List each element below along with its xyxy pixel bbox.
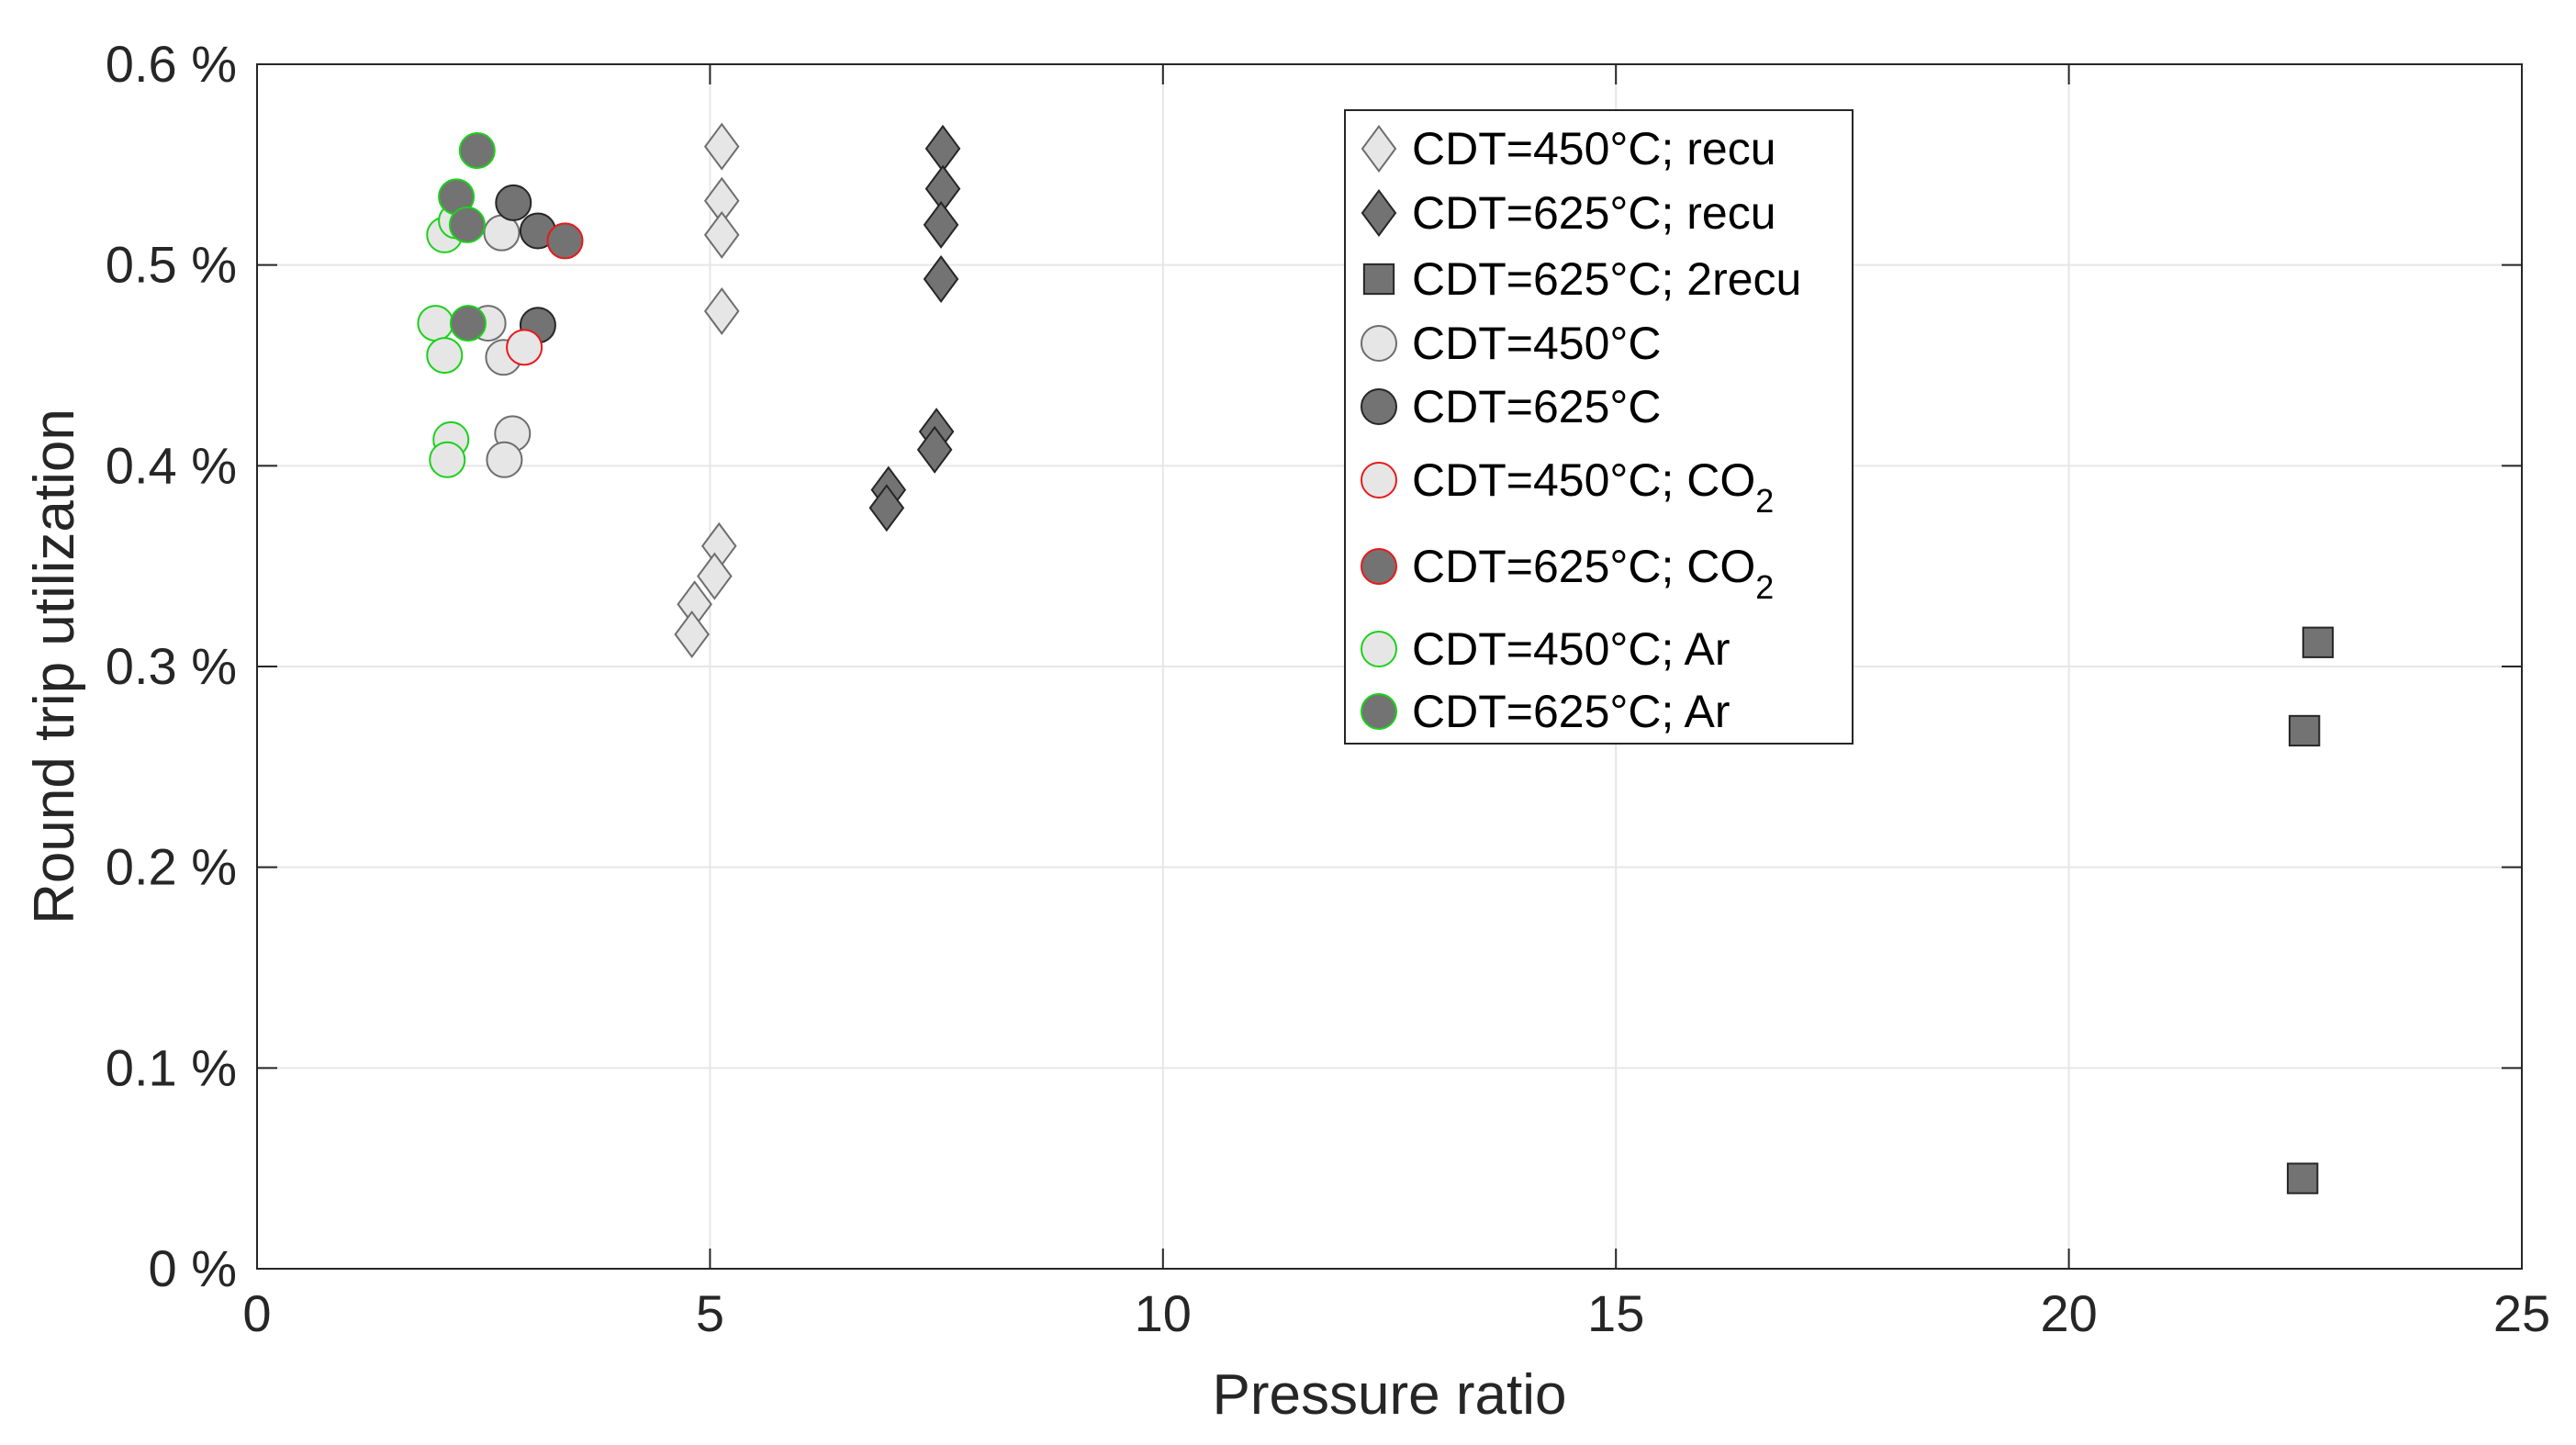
circle-point — [506, 329, 543, 366]
legend-marker — [1361, 548, 1397, 585]
legend-marker — [1361, 462, 1397, 498]
circle-point — [546, 222, 584, 260]
circle-point — [458, 132, 496, 170]
diamond-point — [674, 610, 710, 659]
series-7 — [417, 202, 476, 478]
circle-point — [448, 206, 486, 243]
diamond-point — [703, 210, 740, 259]
legend-label: CDT=625°C; Ar — [1412, 686, 1730, 737]
y-tick-label: 0.5 % — [106, 236, 237, 294]
diamond-point — [916, 425, 953, 474]
axis-labels: Pressure ratio Round trip utilization — [23, 409, 1566, 1427]
square-point — [2287, 1162, 2319, 1194]
legend-marker — [1362, 263, 1395, 296]
legend-marker — [1361, 388, 1397, 425]
x-axis-label: Pressure ratio — [1213, 1363, 1567, 1427]
circle-point — [426, 337, 464, 375]
series-2 — [2287, 626, 2335, 1194]
circle-point — [449, 305, 487, 342]
legend-box — [1344, 109, 1854, 745]
series-0 — [674, 122, 740, 659]
legend-label: CDT=450°C — [1412, 318, 1661, 369]
series-6 — [546, 222, 584, 260]
x-tick-label: 25 — [2493, 1284, 2550, 1342]
legend-marker — [1361, 693, 1397, 730]
x-tick-label: 20 — [2040, 1284, 2097, 1342]
legend-label: CDT=625°C; CO2 — [1412, 541, 1774, 606]
legend-label: CDT=625°C; recu — [1412, 187, 1776, 239]
y-tick-label: 0.2 % — [106, 838, 237, 896]
legend-marker — [1361, 325, 1397, 362]
series-5 — [506, 329, 543, 366]
legend-label: CDT=625°C — [1412, 381, 1661, 432]
x-tick-label: 10 — [1135, 1284, 1192, 1342]
diamond-point — [697, 552, 733, 600]
circle-point — [417, 305, 454, 342]
legend-marker — [1361, 189, 1397, 237]
y-axis-label: Round trip utilization — [23, 409, 86, 924]
legend: CDT=450°C; recu CDT=625°C; recu CDT=625°C;… — [1344, 109, 1854, 745]
series-8 — [438, 132, 496, 342]
legend-label: CDT=450°C; CO2 — [1412, 454, 1774, 520]
y-tick-label: 0.3 % — [106, 637, 237, 695]
diamond-point — [923, 254, 959, 303]
legend-marker — [1361, 125, 1397, 173]
y-tick-label: 0.4 % — [106, 436, 237, 494]
diamond-point — [923, 200, 959, 249]
data-points — [417, 122, 2335, 1194]
series-1 — [868, 124, 961, 532]
circle-point — [429, 441, 466, 478]
legend-label: CDT=450°C; Ar — [1412, 623, 1730, 675]
legend-marker — [1361, 631, 1397, 667]
diamond-point — [868, 484, 905, 532]
circle-point — [486, 441, 523, 478]
legend-label: CDT=450°C; recu — [1412, 123, 1776, 174]
square-point — [2289, 714, 2321, 747]
x-tick-label: 15 — [1587, 1284, 1644, 1342]
x-tick-label: 5 — [696, 1284, 724, 1342]
series-4 — [495, 184, 556, 344]
y-tick-label: 0.6 % — [106, 35, 237, 93]
y-tick-label: 0.1 % — [106, 1038, 237, 1096]
diamond-point — [703, 286, 740, 335]
legend-label: CDT=625°C; 2recu — [1412, 253, 1801, 305]
square-point — [2302, 626, 2335, 658]
y-tick-label: 0 % — [149, 1239, 238, 1297]
diamond-point — [703, 122, 740, 171]
x-tick-label: 0 — [242, 1284, 271, 1342]
circle-point — [495, 184, 532, 221]
axis-ticks: 0 5 10 15 20 25 0 % 0.1 % 0.2 % 0.3 % 0.4 % 0.5 % 0.… — [106, 35, 2550, 1342]
